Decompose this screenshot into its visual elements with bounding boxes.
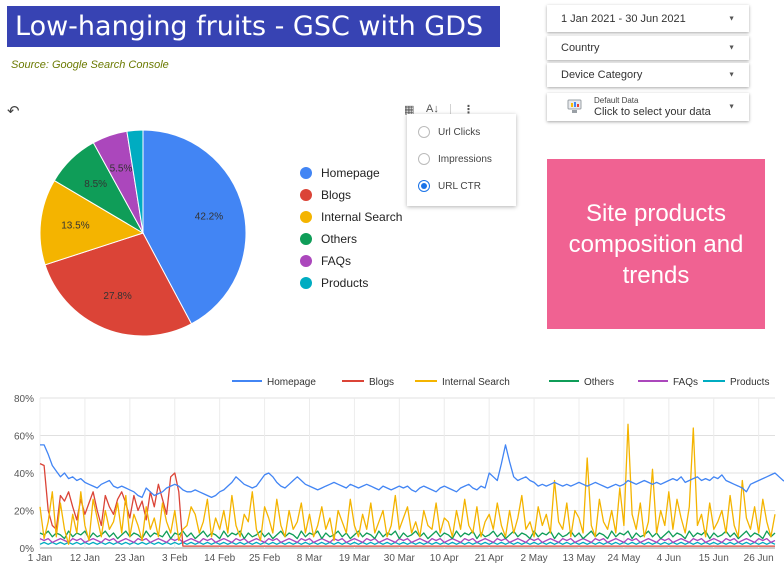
pie-slice-label: 27.8%	[103, 291, 131, 302]
device-category-filter[interactable]: Device Category ▼	[547, 63, 749, 87]
x-tick-label: 10 Apr	[430, 553, 460, 564]
x-tick-label: 15 Jun	[699, 553, 729, 564]
legend-label: Blogs	[321, 188, 352, 202]
x-tick-label: 2 May	[520, 553, 547, 564]
info-box-line: trends	[622, 262, 690, 289]
legend-label: Others	[321, 232, 358, 246]
x-tick-label: 1 Jan	[28, 553, 52, 564]
legend-label: Products	[321, 276, 369, 290]
legend-item-blogs[interactable]: Blogs	[300, 187, 351, 203]
country-filter[interactable]: Country ▼	[547, 36, 749, 60]
y-tick-label: 40%	[14, 469, 34, 480]
date-range-control[interactable]: 1 Jan 2021 - 30 Jun 2021 ▼	[547, 5, 749, 32]
legend-dot	[300, 211, 312, 223]
legend-dot	[300, 277, 312, 289]
x-tick-label: 21 Apr	[475, 553, 505, 564]
legend-label-others[interactable]: Others	[584, 377, 614, 388]
series-line-faqs[interactable]	[39, 537, 776, 544]
device-category-filter-label: Device Category	[561, 69, 643, 81]
pie-chart: 42.2% 27.8% 13.5% 8.5%5.5%	[39, 129, 247, 337]
y-tick-label: 80%	[14, 394, 34, 405]
series-line-blogs[interactable]	[39, 463, 775, 547]
legend-dot	[300, 167, 312, 179]
chart-settings-icon[interactable]: ▦	[404, 104, 415, 116]
x-tick-label: 24 May	[608, 553, 641, 564]
legend-dot	[300, 189, 312, 201]
legend-label-faqs[interactable]: FAQs	[673, 377, 698, 388]
data-source-icon	[567, 99, 582, 113]
metric-menu: Url Clicks Impressions URL CTR	[407, 114, 516, 206]
x-tick-label: 14 Feb	[204, 553, 236, 564]
x-tick-label: 19 Mar	[339, 553, 371, 564]
legend-item-others[interactable]: Others	[300, 231, 357, 247]
line-chart: Homepage Blogs Internal Search Others FAQs Pr…	[14, 377, 784, 564]
pie-slice-label: 8.5%	[84, 179, 107, 190]
sort-icon[interactable]: A↓	[426, 103, 439, 115]
pie-slice-internal-search[interactable]	[39, 179, 145, 266]
legend-label: Homepage	[321, 166, 380, 180]
menu-item-label: Impressions	[438, 153, 492, 165]
x-tick-label: 8 Mar	[297, 553, 323, 564]
page-title: Low-hanging fruits - GSC with GDS	[7, 6, 500, 47]
pie-slice-products[interactable]	[126, 129, 144, 234]
toolbar-divider: |	[449, 103, 452, 115]
pie-slice-label: 13.5%	[61, 221, 89, 232]
x-tick-label: 26 Jun	[744, 553, 774, 564]
legend-dot	[300, 233, 312, 245]
more-options-icon[interactable]: ⋮	[463, 104, 474, 116]
radio-selected-icon	[418, 180, 430, 192]
pie-slice-label: 5.5%	[110, 164, 133, 175]
x-tick-label: 25 Feb	[249, 553, 281, 564]
info-box-line: Site products	[585, 200, 727, 227]
data-source-label: Click to select your data	[594, 106, 711, 118]
x-tick-label: 13 May	[563, 553, 596, 564]
menu-item-url-ctr[interactable]: URL CTR	[418, 178, 481, 194]
pie-slice-blogs[interactable]	[44, 232, 193, 337]
legend-item-faqs[interactable]: FAQs	[300, 253, 351, 269]
radio-icon	[418, 126, 430, 138]
legend-item-internal-search[interactable]: Internal Search	[300, 209, 402, 225]
caret-down-icon: ▼	[728, 103, 735, 111]
series-line-homepage[interactable]	[40, 444, 784, 499]
legend-label-products[interactable]: Products	[730, 377, 769, 388]
x-tick-label: 23 Jan	[115, 553, 145, 564]
series-line-internal-search[interactable]	[39, 423, 776, 545]
menu-item-label: Url Clicks	[438, 126, 481, 138]
x-tick-label: 4 Jun	[657, 553, 681, 564]
x-tick-label: 12 Jan	[70, 553, 100, 564]
caret-down-icon: ▼	[728, 15, 735, 22]
legend-item-products[interactable]: Products	[300, 275, 368, 291]
menu-item-label: URL CTR	[438, 180, 481, 192]
x-tick-label: 3 Feb	[162, 553, 188, 564]
caret-down-icon: ▼	[728, 71, 735, 79]
y-tick-label: 60%	[14, 432, 34, 443]
pie-slice-homepage[interactable]	[142, 129, 247, 325]
pie-slice-label: 42.2%	[195, 212, 223, 223]
y-tick-label: 20%	[14, 507, 34, 518]
legend-label: Internal Search	[321, 210, 403, 224]
menu-item-impressions[interactable]: Impressions	[418, 151, 492, 167]
legend-label-homepage[interactable]: Homepage	[267, 377, 316, 388]
country-filter-label: Country	[561, 42, 600, 54]
series-line-others[interactable]	[39, 530, 776, 540]
legend-label-internal-search[interactable]: Internal Search	[442, 377, 510, 388]
info-box-line: composition and	[568, 231, 744, 258]
data-source-caption: Default Data	[594, 96, 639, 105]
data-source-control[interactable]: Default Data Click to select your data ▼	[547, 93, 749, 121]
menu-item-url-clicks[interactable]: Url Clicks	[418, 124, 480, 140]
legend-label: FAQs	[321, 254, 352, 268]
radio-icon	[418, 153, 430, 165]
legend-item-homepage[interactable]: Homepage	[300, 165, 380, 181]
legend-label-blogs[interactable]: Blogs	[369, 377, 394, 388]
legend-dot	[300, 255, 312, 267]
y-tick-label: 0%	[20, 544, 35, 555]
source-note: Source: Google Search Console	[11, 59, 169, 71]
undo-icon[interactable]: ↶	[7, 103, 20, 120]
caret-down-icon: ▼	[728, 44, 735, 52]
x-tick-label: 30 Mar	[384, 553, 416, 564]
info-box: Site products composition and trends	[547, 159, 765, 329]
date-range-value: 1 Jan 2021 - 30 Jun 2021	[561, 12, 686, 25]
series-line-products[interactable]	[39, 541, 776, 545]
